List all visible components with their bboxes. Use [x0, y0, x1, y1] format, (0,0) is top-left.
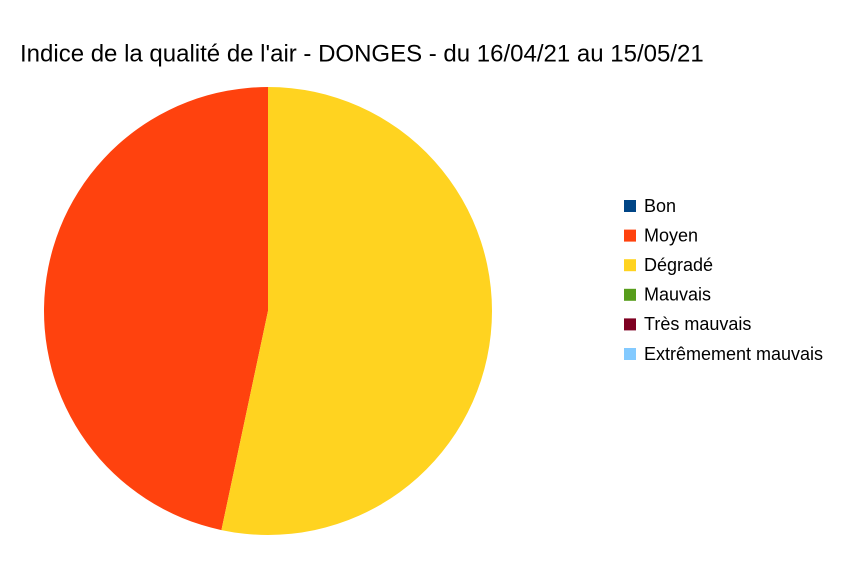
chart-title: Indice de la qualité de l'air - DONGES -… [20, 40, 704, 67]
legend-swatch [624, 288, 636, 301]
legend-swatch [624, 318, 636, 331]
legend-label: Moyen [644, 225, 698, 245]
legend-swatch [624, 259, 636, 272]
legend-label: Bon [644, 196, 676, 216]
legend-label: Mauvais [644, 285, 711, 305]
pie-slice [221, 87, 493, 535]
legend-label: Très mauvais [644, 314, 751, 334]
legend-label: Extrêmement mauvais [644, 344, 823, 364]
legend-swatch [624, 348, 636, 360]
legend-swatch [624, 229, 636, 242]
legend-label: Dégradé [644, 255, 713, 275]
pie-slice [44, 87, 268, 531]
legend-swatch [624, 200, 636, 212]
